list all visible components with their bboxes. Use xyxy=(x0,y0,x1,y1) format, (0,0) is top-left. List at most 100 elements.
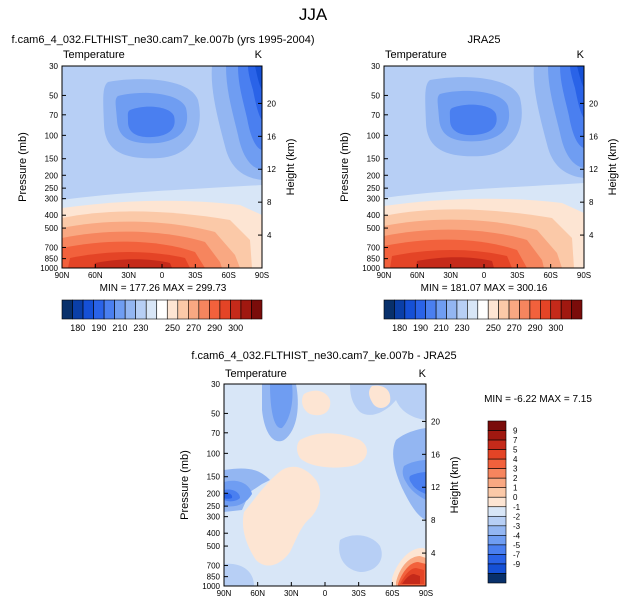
colorbar-swatch xyxy=(498,299,510,320)
y-tick-label: 100 xyxy=(207,449,221,458)
x-tick-label: 30S xyxy=(188,271,202,280)
y-tick-label: 200 xyxy=(45,171,59,180)
x-tick-label: 60S xyxy=(544,271,558,280)
colorbar-label: 210 xyxy=(112,323,127,333)
x-tick-label: 30N xyxy=(121,271,136,280)
y-tick-label: 70 xyxy=(371,111,380,120)
y-tick-label: 30 xyxy=(371,62,380,71)
y-tick-label: 500 xyxy=(207,542,221,551)
y-tick-label: 70 xyxy=(211,429,220,438)
y2-tick-label: 4 xyxy=(589,231,594,240)
y2-tick-label: 4 xyxy=(267,231,272,240)
colorbar-swatch xyxy=(82,299,94,320)
y-tick-label: 300 xyxy=(45,195,59,204)
colorbar-label: -5 xyxy=(513,541,521,550)
y-tick-label: 250 xyxy=(367,184,381,193)
y-axis-label: Pressure (mb) xyxy=(339,132,351,202)
x-tick-label: 60N xyxy=(250,589,265,598)
colorbar-swatch xyxy=(487,506,507,517)
y2-tick-label: 16 xyxy=(267,132,276,141)
colorbar-swatch xyxy=(560,299,572,320)
colorbar-swatch xyxy=(446,299,458,320)
colorbar-swatch xyxy=(487,430,507,441)
colorbar-label: 290 xyxy=(528,323,543,333)
y2-axis-label: Height (km) xyxy=(449,457,461,514)
x-tick-label: 30S xyxy=(510,271,524,280)
colorbar-label: 290 xyxy=(207,323,222,333)
colorbar-swatch xyxy=(487,299,499,320)
y-tick-label: 200 xyxy=(207,489,221,498)
colorbar-swatch xyxy=(435,299,447,320)
colorbar-swatch xyxy=(487,477,507,489)
x-tick-label: 0 xyxy=(482,271,487,280)
colorbar-label: 300 xyxy=(548,323,563,333)
colorbar-swatch xyxy=(156,299,168,320)
colorbar-label: 5 xyxy=(513,446,518,455)
colorbar-swatch xyxy=(72,299,84,320)
colorbar-swatch xyxy=(487,420,507,431)
x-tick-label: 0 xyxy=(323,589,328,598)
colorbar-swatch xyxy=(487,535,507,546)
colorbar-swatch xyxy=(487,563,507,574)
y-tick-label: 50 xyxy=(211,409,220,418)
y-tick-label: 250 xyxy=(207,502,221,511)
x-tick-label: 90S xyxy=(419,589,433,598)
colorbar-swatch xyxy=(467,299,479,320)
min-max-label: MIN = 177.26 MAX = 299.73 xyxy=(100,283,227,294)
panel-subtitle-right: K xyxy=(255,49,263,61)
panel-subtitle-right: K xyxy=(577,49,585,61)
y2-tick-label: 12 xyxy=(589,165,598,174)
y-tick-label: 1000 xyxy=(40,264,58,273)
y-tick-label: 50 xyxy=(371,91,380,100)
y-tick-label: 850 xyxy=(207,573,221,582)
y-tick-label: 100 xyxy=(367,131,381,140)
colorbar-swatch xyxy=(188,299,200,320)
colorbar-swatch xyxy=(414,299,426,320)
y2-ticks: 20 16 12 8 4 xyxy=(580,99,598,240)
y-tick-label: 850 xyxy=(45,255,59,264)
y-tick-label: 700 xyxy=(45,243,59,252)
panel-title: f.cam6_4_032.FLTHIST_ne30.cam7_ke.007b -… xyxy=(191,350,456,362)
x-tick-label: 90S xyxy=(577,271,591,280)
colorbar-swatch xyxy=(383,299,395,320)
y-tick-label: 300 xyxy=(207,513,221,522)
x-tick-label: 90N xyxy=(55,271,70,280)
y-axis-label: Pressure (mb) xyxy=(17,132,29,202)
colorbar-swatch xyxy=(251,299,263,320)
contour-field xyxy=(62,66,262,268)
colorbar-label: 3 xyxy=(513,465,518,474)
colorbar-swatch xyxy=(529,299,541,320)
panel-subtitle-left: Temperature xyxy=(225,368,287,380)
colorbar-label: 7 xyxy=(513,436,518,445)
panel-title: JRA25 xyxy=(467,34,500,46)
panel-difference: f.cam6_4_032.FLTHIST_ne30.cam7_ke.007b -… xyxy=(179,350,592,598)
y2-tick-label: 20 xyxy=(431,417,440,426)
y2-ticks: 20 16 12 8 4 xyxy=(422,417,440,558)
colorbar-swatch xyxy=(487,487,507,498)
colorbar-label: 2 xyxy=(513,474,518,483)
colorbar-label: 180 xyxy=(70,323,85,333)
colorbar-swatch xyxy=(550,299,562,320)
panel-subtitle-right: K xyxy=(419,368,427,380)
y-tick-label: 150 xyxy=(367,155,381,164)
colorbar-swatch xyxy=(93,299,105,320)
y2-tick-label: 8 xyxy=(267,198,272,207)
colorbar-swatch xyxy=(219,299,231,320)
colorbar-swatch xyxy=(394,299,406,320)
x-ticks: 90N 60N 30N 0 30S 60S 90S xyxy=(377,264,591,280)
colorbar-swatch xyxy=(198,299,210,320)
colorbar-swatch xyxy=(230,299,242,320)
panel-subtitle-left: Temperature xyxy=(385,49,447,61)
y2-tick-label: 16 xyxy=(431,450,440,459)
y2-tick-label: 20 xyxy=(267,99,276,108)
colorbar-swatch xyxy=(487,573,507,584)
colorbar-label: 300 xyxy=(228,323,243,333)
y2-tick-label: 8 xyxy=(589,198,594,207)
x-tick-label: 60S xyxy=(222,271,236,280)
x-ticks: 90N 60N 30N 0 30S 60S 90S xyxy=(55,264,269,280)
x-tick-label: 60N xyxy=(88,271,103,280)
colorbar-label: 250 xyxy=(165,323,180,333)
y-tick-label: 400 xyxy=(207,529,221,538)
